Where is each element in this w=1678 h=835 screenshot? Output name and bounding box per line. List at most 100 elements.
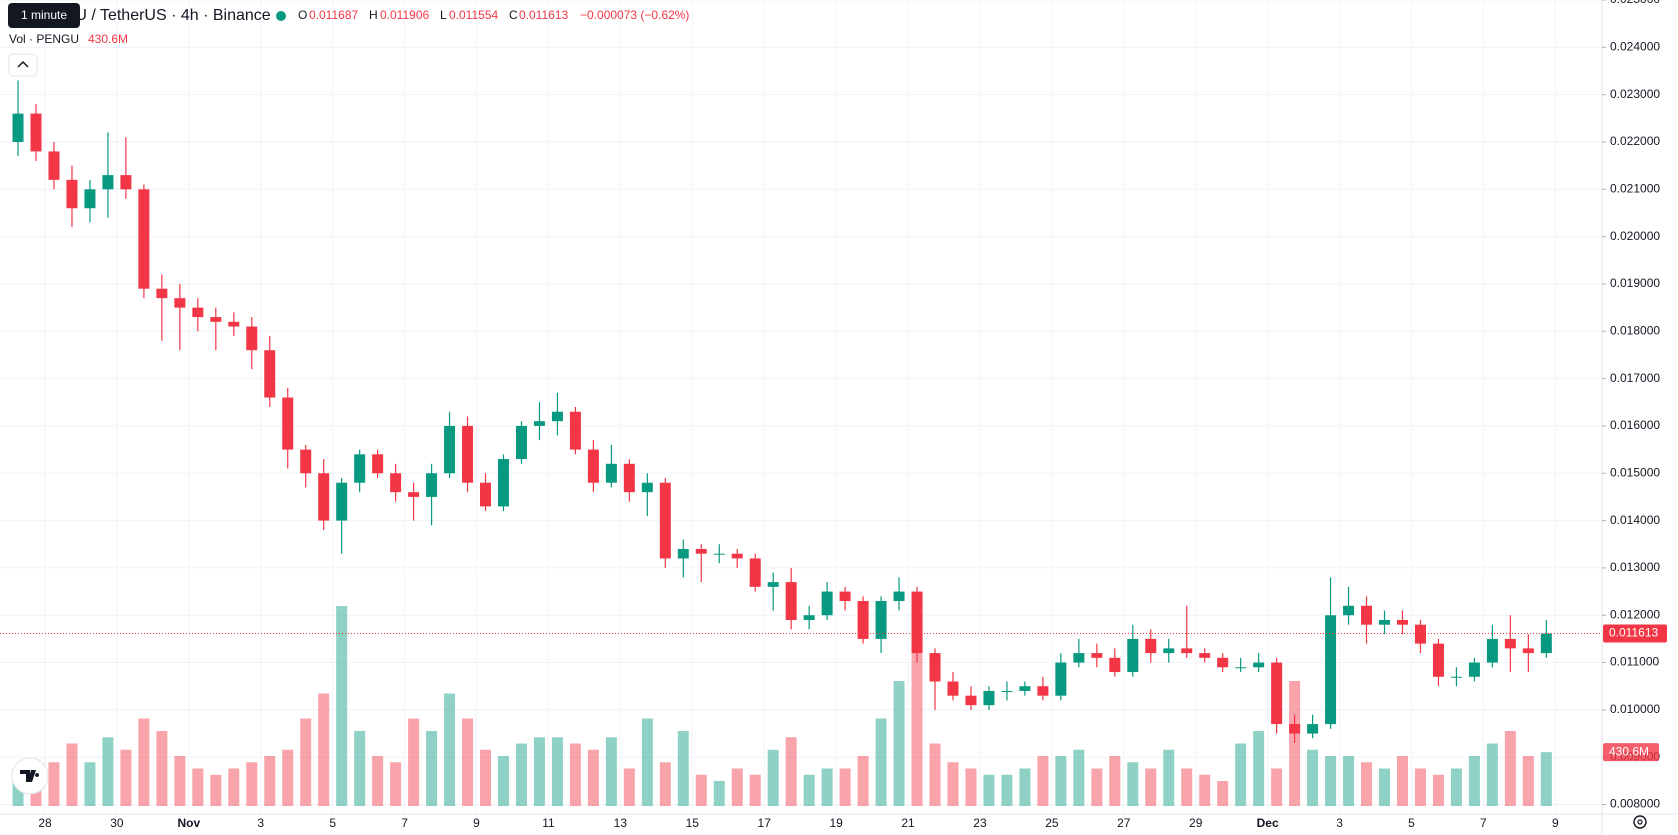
candle-body [1235,667,1247,669]
candle-body [30,113,42,152]
volume-bar [659,762,671,806]
volume-bar [677,731,689,806]
volume-bar [192,768,204,806]
candle-body [533,421,545,426]
candle-body [983,690,995,706]
logo-mark [20,770,40,782]
volume-bar [1163,749,1175,806]
x-tick-label: 9 [1552,816,1559,830]
volume-bar [408,718,420,806]
x-tick-label: 7 [1480,816,1487,830]
volume-bar [749,774,761,806]
volume-bar [84,762,96,806]
collapse-button[interactable] [8,53,38,77]
tv-logo[interactable] [11,757,49,795]
candle-body [1540,633,1552,654]
candle-body [390,473,402,493]
l-label: L [440,8,447,22]
y-tick-label: 0.025000 [1610,0,1660,6]
c-label: C [509,8,518,22]
volume-bar [641,718,653,806]
volume-bar [515,743,527,806]
candle-body [102,175,114,190]
volume-bar [1504,731,1516,806]
h-value: 0.011906 [380,8,429,22]
volume-bar [1271,768,1283,806]
volume-bar [965,768,977,806]
y-tick-label: 0.019000 [1610,276,1660,290]
candle-body [1504,638,1516,649]
volume-bar [66,743,78,806]
y-tick-label: 0.014000 [1610,513,1660,527]
volume-bar [821,768,833,806]
collapse-button-box[interactable] [8,53,38,77]
candle-body [1163,648,1175,654]
volume-bar [264,756,276,806]
volume-bar [1343,756,1355,806]
candle-body [731,553,743,559]
candle-body [1522,648,1534,654]
volume-bar [354,731,366,806]
candle-body [803,615,815,620]
candle-body [875,601,887,639]
settings-button[interactable] [1633,815,1647,829]
candle-body [569,411,581,450]
volume-bar [120,749,132,806]
volume-bar [1289,681,1301,806]
volume-bar [569,743,581,806]
candle-body [1037,686,1049,696]
y-tick-label: 0.023000 [1610,87,1660,101]
candle-body [587,449,599,483]
candle-body [156,288,168,299]
candle-layer [0,80,1602,744]
candle-body [1307,724,1319,734]
candle-body [1181,648,1193,654]
volume-bar [336,606,348,806]
candle-body [84,189,96,209]
volume-title: Vol · PENGU [9,32,79,46]
x-tick-label: 30 [110,816,124,830]
tooltip: 1 minute [8,3,80,28]
x-tick-label: 21 [901,816,915,830]
candle-body [444,425,456,474]
candle-body [911,591,923,654]
candle-body [66,179,78,209]
candle-body [641,482,653,493]
x-tick-label: 3 [1336,816,1343,830]
candle-body [1486,638,1498,663]
volume-bar [210,774,222,806]
candle-body [1055,662,1067,696]
candle-body [1414,624,1426,644]
volume-bar [138,718,150,806]
volume-bar [1217,781,1229,806]
candle-body [1001,690,1013,692]
volume-bar [480,749,492,806]
candle-body [462,425,474,483]
volume-bar [1379,768,1391,806]
volume-bar [893,681,905,806]
candle-body [1109,657,1121,673]
y-tick-label: 0.015000 [1610,465,1660,479]
y-tick-label: 0.022000 [1610,134,1660,148]
volume-bar [1361,762,1373,806]
settings-icon[interactable] [1633,815,1647,829]
volume-bar [1325,756,1337,806]
candle-body [893,591,905,602]
x-tick-label: 28 [38,816,52,830]
candle-body [246,326,258,351]
volume-bar [767,749,779,806]
y-tick-label: 0.017000 [1610,371,1660,385]
volume-bar [1450,768,1462,806]
y-tick-label: 0.008000 [1610,797,1660,811]
volume-bar [282,749,294,806]
candle-body [767,582,779,587]
volume-bar [228,768,240,806]
candle-body [264,350,276,398]
candle-body [515,425,527,460]
change: −0.000073 (−0.62%) [580,8,689,22]
volume-bar [857,756,869,806]
candle-body [408,492,420,497]
h-label: H [369,8,378,22]
candle-body [1468,662,1480,677]
volume-bar [731,768,743,806]
